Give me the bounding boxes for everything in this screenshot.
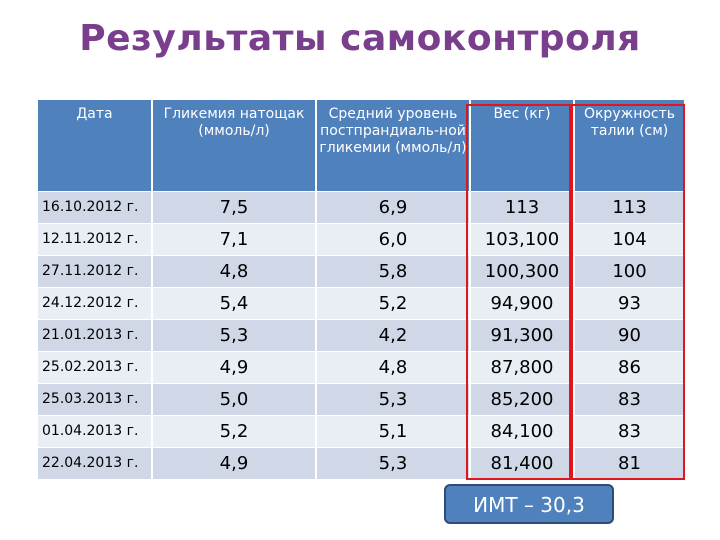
table-row: 24.12.2012 г. 5,4 5,2 94,900 93 — [38, 286, 684, 319]
waist-column-highlight — [571, 104, 685, 480]
table-row: 22.04.2013 г. 4,9 5,3 81,400 81 — [38, 446, 684, 479]
header-waist: Окружность талии (см) — [574, 100, 684, 191]
cell-weight: 81,400 — [470, 446, 575, 479]
table-row: 01.04.2013 г. 5,2 5,1 84,100 83 — [38, 414, 684, 447]
cell-date: 27.11.2012 г. — [38, 254, 153, 287]
cell-postprandial-glycemia: 4,2 — [316, 318, 471, 351]
cell-waist: 83 — [574, 414, 684, 447]
cell-waist: 86 — [574, 350, 684, 383]
cell-fasting-glycemia: 5,3 — [152, 318, 317, 351]
cell-postprandial-glycemia: 4,8 — [316, 350, 471, 383]
cell-fasting-glycemia: 7,1 — [152, 222, 317, 255]
cell-date: 21.01.2013 г. — [38, 318, 153, 351]
header-fasting-glycemia: Гликемия натощак (ммоль/л) — [152, 100, 317, 191]
header-postprandial-glycemia: Средний уровень постпрандиаль-ной гликем… — [316, 100, 471, 191]
cell-fasting-glycemia: 5,0 — [152, 382, 317, 415]
page-title: Результаты самоконтроля — [79, 18, 641, 59]
cell-fasting-glycemia: 7,5 — [152, 190, 317, 223]
cell-weight: 113 — [470, 190, 575, 223]
cell-postprandial-glycemia: 5,8 — [316, 254, 471, 287]
cell-date: 01.04.2013 г. — [38, 414, 153, 447]
cell-weight: 103,100 — [470, 222, 575, 255]
cell-weight: 94,900 — [470, 286, 575, 319]
table-row: 25.03.2013 г. 5,0 5,3 85,200 83 — [38, 382, 684, 415]
cell-waist: 83 — [574, 382, 684, 415]
cell-weight: 84,100 — [470, 414, 575, 447]
cell-date: 25.03.2013 г. — [38, 382, 153, 415]
cell-fasting-glycemia: 4,9 — [152, 446, 317, 479]
cell-date: 12.11.2012 г. — [38, 222, 153, 255]
cell-weight: 87,800 — [470, 350, 575, 383]
cell-waist: 113 — [574, 190, 684, 223]
cell-waist: 104 — [574, 222, 684, 255]
table-header-row: Дата Гликемия натощак (ммоль/л) Средний … — [38, 100, 684, 191]
table-row: 25.02.2013 г. 4,9 4,8 87,800 86 — [38, 350, 684, 383]
self-monitoring-table: Дата Гликемия натощак (ммоль/л) Средний … — [38, 100, 684, 479]
cell-postprandial-glycemia: 5,3 — [316, 382, 471, 415]
cell-postprandial-glycemia: 6,0 — [316, 222, 471, 255]
weight-column-highlight — [466, 104, 571, 480]
table-row: 21.01.2013 г. 5,3 4,2 91,300 90 — [38, 318, 684, 351]
cell-date: 25.02.2013 г. — [38, 350, 153, 383]
cell-date: 22.04.2013 г. — [38, 446, 153, 479]
cell-fasting-glycemia: 5,4 — [152, 286, 317, 319]
cell-weight: 85,200 — [470, 382, 575, 415]
header-date: Дата — [38, 100, 153, 191]
cell-weight: 100,300 — [470, 254, 575, 287]
table-row: 16.10.2012 г. 7,5 6,9 113 113 — [38, 190, 684, 223]
cell-weight: 91,300 — [470, 318, 575, 351]
cell-date: 24.12.2012 г. — [38, 286, 153, 319]
cell-postprandial-glycemia: 6,9 — [316, 190, 471, 223]
bmi-badge: ИМТ – 30,3 — [444, 484, 614, 524]
cell-postprandial-glycemia: 5,3 — [316, 446, 471, 479]
cell-waist: 90 — [574, 318, 684, 351]
header-weight: Вес (кг) — [470, 100, 575, 191]
cell-fasting-glycemia: 4,8 — [152, 254, 317, 287]
cell-waist: 100 — [574, 254, 684, 287]
cell-waist: 93 — [574, 286, 684, 319]
cell-date: 16.10.2012 г. — [38, 190, 153, 223]
cell-fasting-glycemia: 4,9 — [152, 350, 317, 383]
table-row: 27.11.2012 г. 4,8 5,8 100,300 100 — [38, 254, 684, 287]
cell-waist: 81 — [574, 446, 684, 479]
cell-postprandial-glycemia: 5,1 — [316, 414, 471, 447]
table-row: 12.11.2012 г. 7,1 6,0 103,100 104 — [38, 222, 684, 255]
cell-postprandial-glycemia: 5,2 — [316, 286, 471, 319]
cell-fasting-glycemia: 5,2 — [152, 414, 317, 447]
